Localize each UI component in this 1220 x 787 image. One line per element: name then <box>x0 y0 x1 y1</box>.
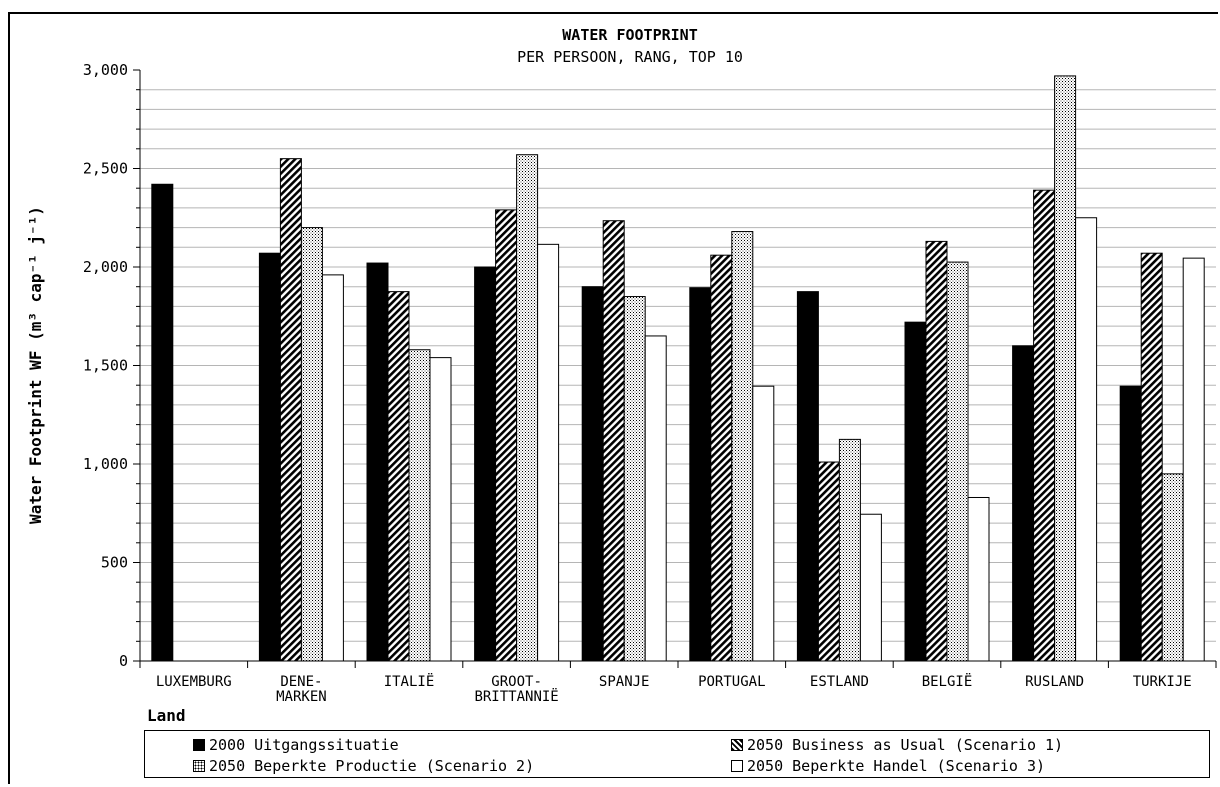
legend-label: 2050 Beperkte Productie (Scenario 2) <box>209 757 535 775</box>
legend-item-scenario1: 2050 Business as Usual (Scenario 1) <box>731 736 1063 754</box>
bar-diagonal-1 <box>279 158 302 662</box>
bar-diagonal-3 <box>495 209 518 662</box>
chart-title: WATER FOOTPRINT <box>562 26 697 44</box>
bar-solid-8 <box>1012 345 1035 662</box>
bar-dots-5 <box>731 231 754 662</box>
bar-dots-8 <box>1054 75 1077 662</box>
y-tick-label: 2,500 <box>83 160 128 178</box>
bar-solid-1 <box>258 252 281 662</box>
legend-item-2000: 2000 Uitgangssituatie <box>193 736 399 754</box>
bar-hollow-8 <box>1075 217 1098 662</box>
bar-dots-9 <box>1161 473 1184 662</box>
y-tick-label: 0 <box>119 652 128 670</box>
x-axis-label: Land <box>147 706 186 725</box>
bar-hollow-6 <box>859 513 882 662</box>
bar-dots-7 <box>946 261 969 662</box>
bar-diagonal-5 <box>710 254 733 662</box>
legend-swatch-solid <box>193 739 205 751</box>
x-tick-label: PORTUGAL <box>698 674 765 690</box>
chart-subtitle: PER PERSOON, RANG, TOP 10 <box>517 48 743 66</box>
x-tick-label: RUSLAND <box>1025 674 1084 690</box>
x-tick-labels: LUXEMBURG DENE-MARKEN ITALIË GROOT-BRITTANN… <box>156 672 1192 705</box>
bar-solid-6 <box>796 291 819 662</box>
bar-hollow-7 <box>967 496 990 662</box>
x-tick-label: BELGIË <box>922 672 973 690</box>
x-tick-label: DENE- <box>280 674 322 690</box>
bar-hollow-2 <box>429 357 452 662</box>
bar-dots-1 <box>300 227 323 662</box>
bar-hollow-1 <box>321 274 344 662</box>
bar-hollow-5 <box>752 385 775 662</box>
bar-dots-4 <box>623 296 646 662</box>
y-tick-label: 1,000 <box>83 455 128 473</box>
y-tick-labels: 0 500 1,000 1,500 2,000 2,500 3,000 <box>83 61 128 670</box>
bar-diagonal-4 <box>602 220 625 662</box>
y-tick-label: 3,000 <box>83 61 128 79</box>
axes <box>133 69 1217 668</box>
chart-frame <box>8 12 1218 784</box>
x-tick-label: ESTLAND <box>810 674 869 690</box>
y-tick-label: 500 <box>101 554 128 572</box>
y-tick-label: 2,000 <box>83 258 128 276</box>
bar-solid-5 <box>689 287 712 662</box>
legend-swatch-hollow <box>731 760 743 772</box>
bar-solid-2 <box>366 262 389 662</box>
bar-hollow-4 <box>644 335 667 662</box>
bar-solid-4 <box>581 286 604 662</box>
bar-diagonal-8 <box>1033 189 1056 662</box>
legend-item-scenario3: 2050 Beperkte Handel (Scenario 3) <box>731 757 1045 775</box>
bar-solid-3 <box>474 266 497 662</box>
y-tick-label: 1,500 <box>83 357 128 375</box>
x-tick-label: BRITTANNIË <box>474 687 558 705</box>
bar-solid-7 <box>904 321 927 662</box>
legend-item-scenario2: 2050 Beperkte Productie (Scenario 2) <box>193 757 534 775</box>
bar-dots-3 <box>516 154 539 662</box>
x-tick-label: MARKEN <box>276 689 327 705</box>
bar-solid-0 <box>151 183 174 662</box>
bar-hollow-9 <box>1182 257 1205 662</box>
x-tick-label: ITALIË <box>384 672 435 690</box>
bars <box>151 75 1205 662</box>
bar-diagonal-9 <box>1140 252 1163 662</box>
legend-label: 2050 Beperkte Handel (Scenario 3) <box>747 757 1046 775</box>
x-tick-label: TURKIJE <box>1133 674 1192 690</box>
legend-label: 2000 Uitgangssituatie <box>209 736 399 754</box>
legend: 2000 Uitgangssituatie 2050 Business as U… <box>144 730 1210 778</box>
legend-swatch-diagonal <box>731 739 743 751</box>
bar-diagonal-2 <box>387 291 410 662</box>
x-tick-label: GROOT- <box>491 674 542 690</box>
bar-solid-9 <box>1119 385 1142 662</box>
bar-chart: WATER FOOTPRINT PER PERSOON, RANG, TOP 1… <box>26 26 1217 725</box>
legend-label: 2050 Business as Usual (Scenario 1) <box>747 736 1064 754</box>
bar-diagonal-7 <box>925 240 948 662</box>
bar-dots-2 <box>408 349 431 662</box>
y-axis-label: Water Footprint WF (m³ cap⁻¹ j⁻¹) <box>26 206 45 524</box>
bar-hollow-3 <box>537 243 560 662</box>
bar-dots-6 <box>838 438 861 662</box>
x-tick-label: SPANJE <box>599 674 650 690</box>
bar-diagonal-6 <box>817 461 840 662</box>
legend-swatch-dots <box>193 760 205 772</box>
x-tick-label: LUXEMBURG <box>156 674 232 690</box>
